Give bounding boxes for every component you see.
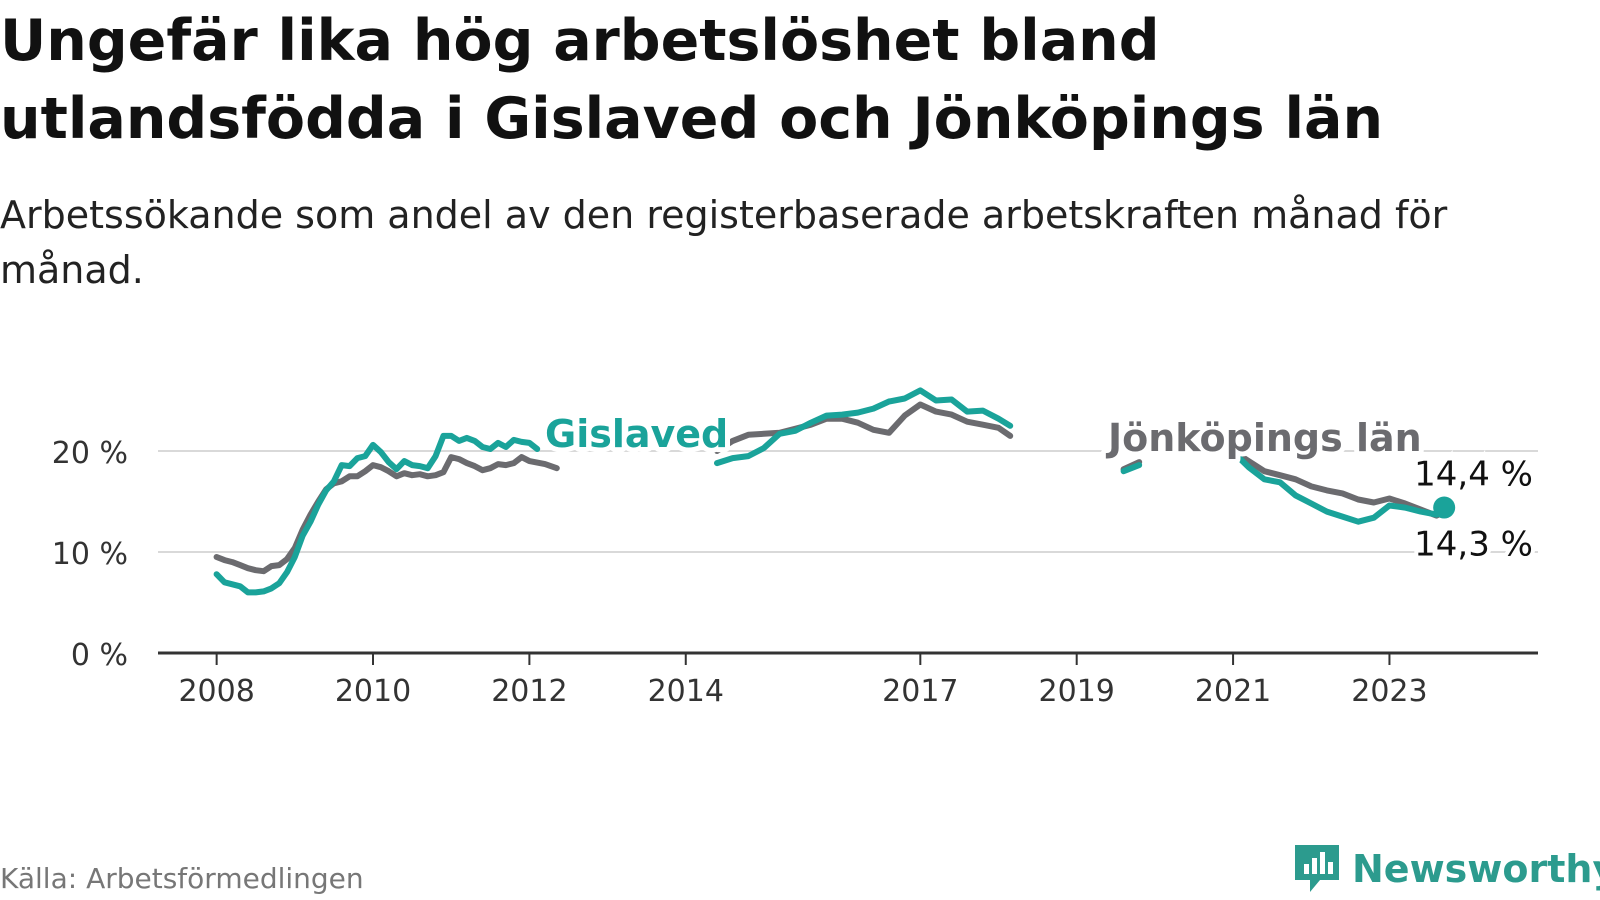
- x-tick-label: 2019: [1039, 674, 1115, 709]
- y-tick-label: 0 %: [71, 638, 128, 673]
- y-axis-ticks: 0 % 10 % 20 %: [52, 436, 128, 673]
- brand-logo: Newsworthy: [1292, 842, 1600, 896]
- x-tick-label: 2008: [178, 674, 254, 709]
- chart-subtitle: Arbetssökande som andel av den registerb…: [0, 193, 1448, 292]
- series-line-gislaved: [1120, 462, 1143, 475]
- x-tick-label: 2023: [1351, 674, 1427, 709]
- series-line-gislaved: [714, 387, 1014, 467]
- x-tick-label: 2017: [882, 674, 958, 709]
- series-label-j-nk-pings-l-n: Jönköpings län: [1105, 416, 1422, 460]
- end-value-label-jonkoping: 14,3 %: [1414, 525, 1533, 565]
- series-line-j-nk-pings-l-n: [1198, 435, 1455, 519]
- series-lines: [213, 387, 1455, 596]
- series-line-gislaved: [1198, 433, 1448, 525]
- newsworthy-logo-icon: [1295, 845, 1339, 892]
- brand-name: Newsworthy: [1352, 847, 1600, 891]
- source-note: Källa: Arbetsförmedlingen: [0, 862, 364, 895]
- y-tick-label: 20 %: [52, 436, 128, 471]
- series-labels: Jönköpings län Gislaved 14,4 % 14,3 %: [540, 407, 1537, 569]
- end-value-label-gislaved: 14,4 %: [1414, 455, 1533, 495]
- x-axis-ticks: 2008 2010 2012 2014 2017 2019 2021 2023: [178, 653, 1428, 709]
- series-line-j-nk-pings-l-n: [213, 454, 560, 575]
- x-tick-label: 2010: [335, 674, 411, 709]
- series-line-gislaved: [213, 432, 541, 596]
- series-line-j-nk-pings-l-n: [714, 401, 1014, 454]
- x-tick-label: 2014: [648, 674, 724, 709]
- y-tick-label: 10 %: [52, 537, 128, 572]
- x-tick-label: 2021: [1195, 674, 1271, 709]
- end-point-marker-gislaved: [1433, 496, 1456, 519]
- x-tick-label: 2012: [491, 674, 567, 709]
- gridlines: [158, 450, 1538, 553]
- series-label-gislaved: Gislaved: [545, 412, 728, 456]
- chart-title: Ungefär lika hög arbetslöshet bland utla…: [0, 8, 1384, 152]
